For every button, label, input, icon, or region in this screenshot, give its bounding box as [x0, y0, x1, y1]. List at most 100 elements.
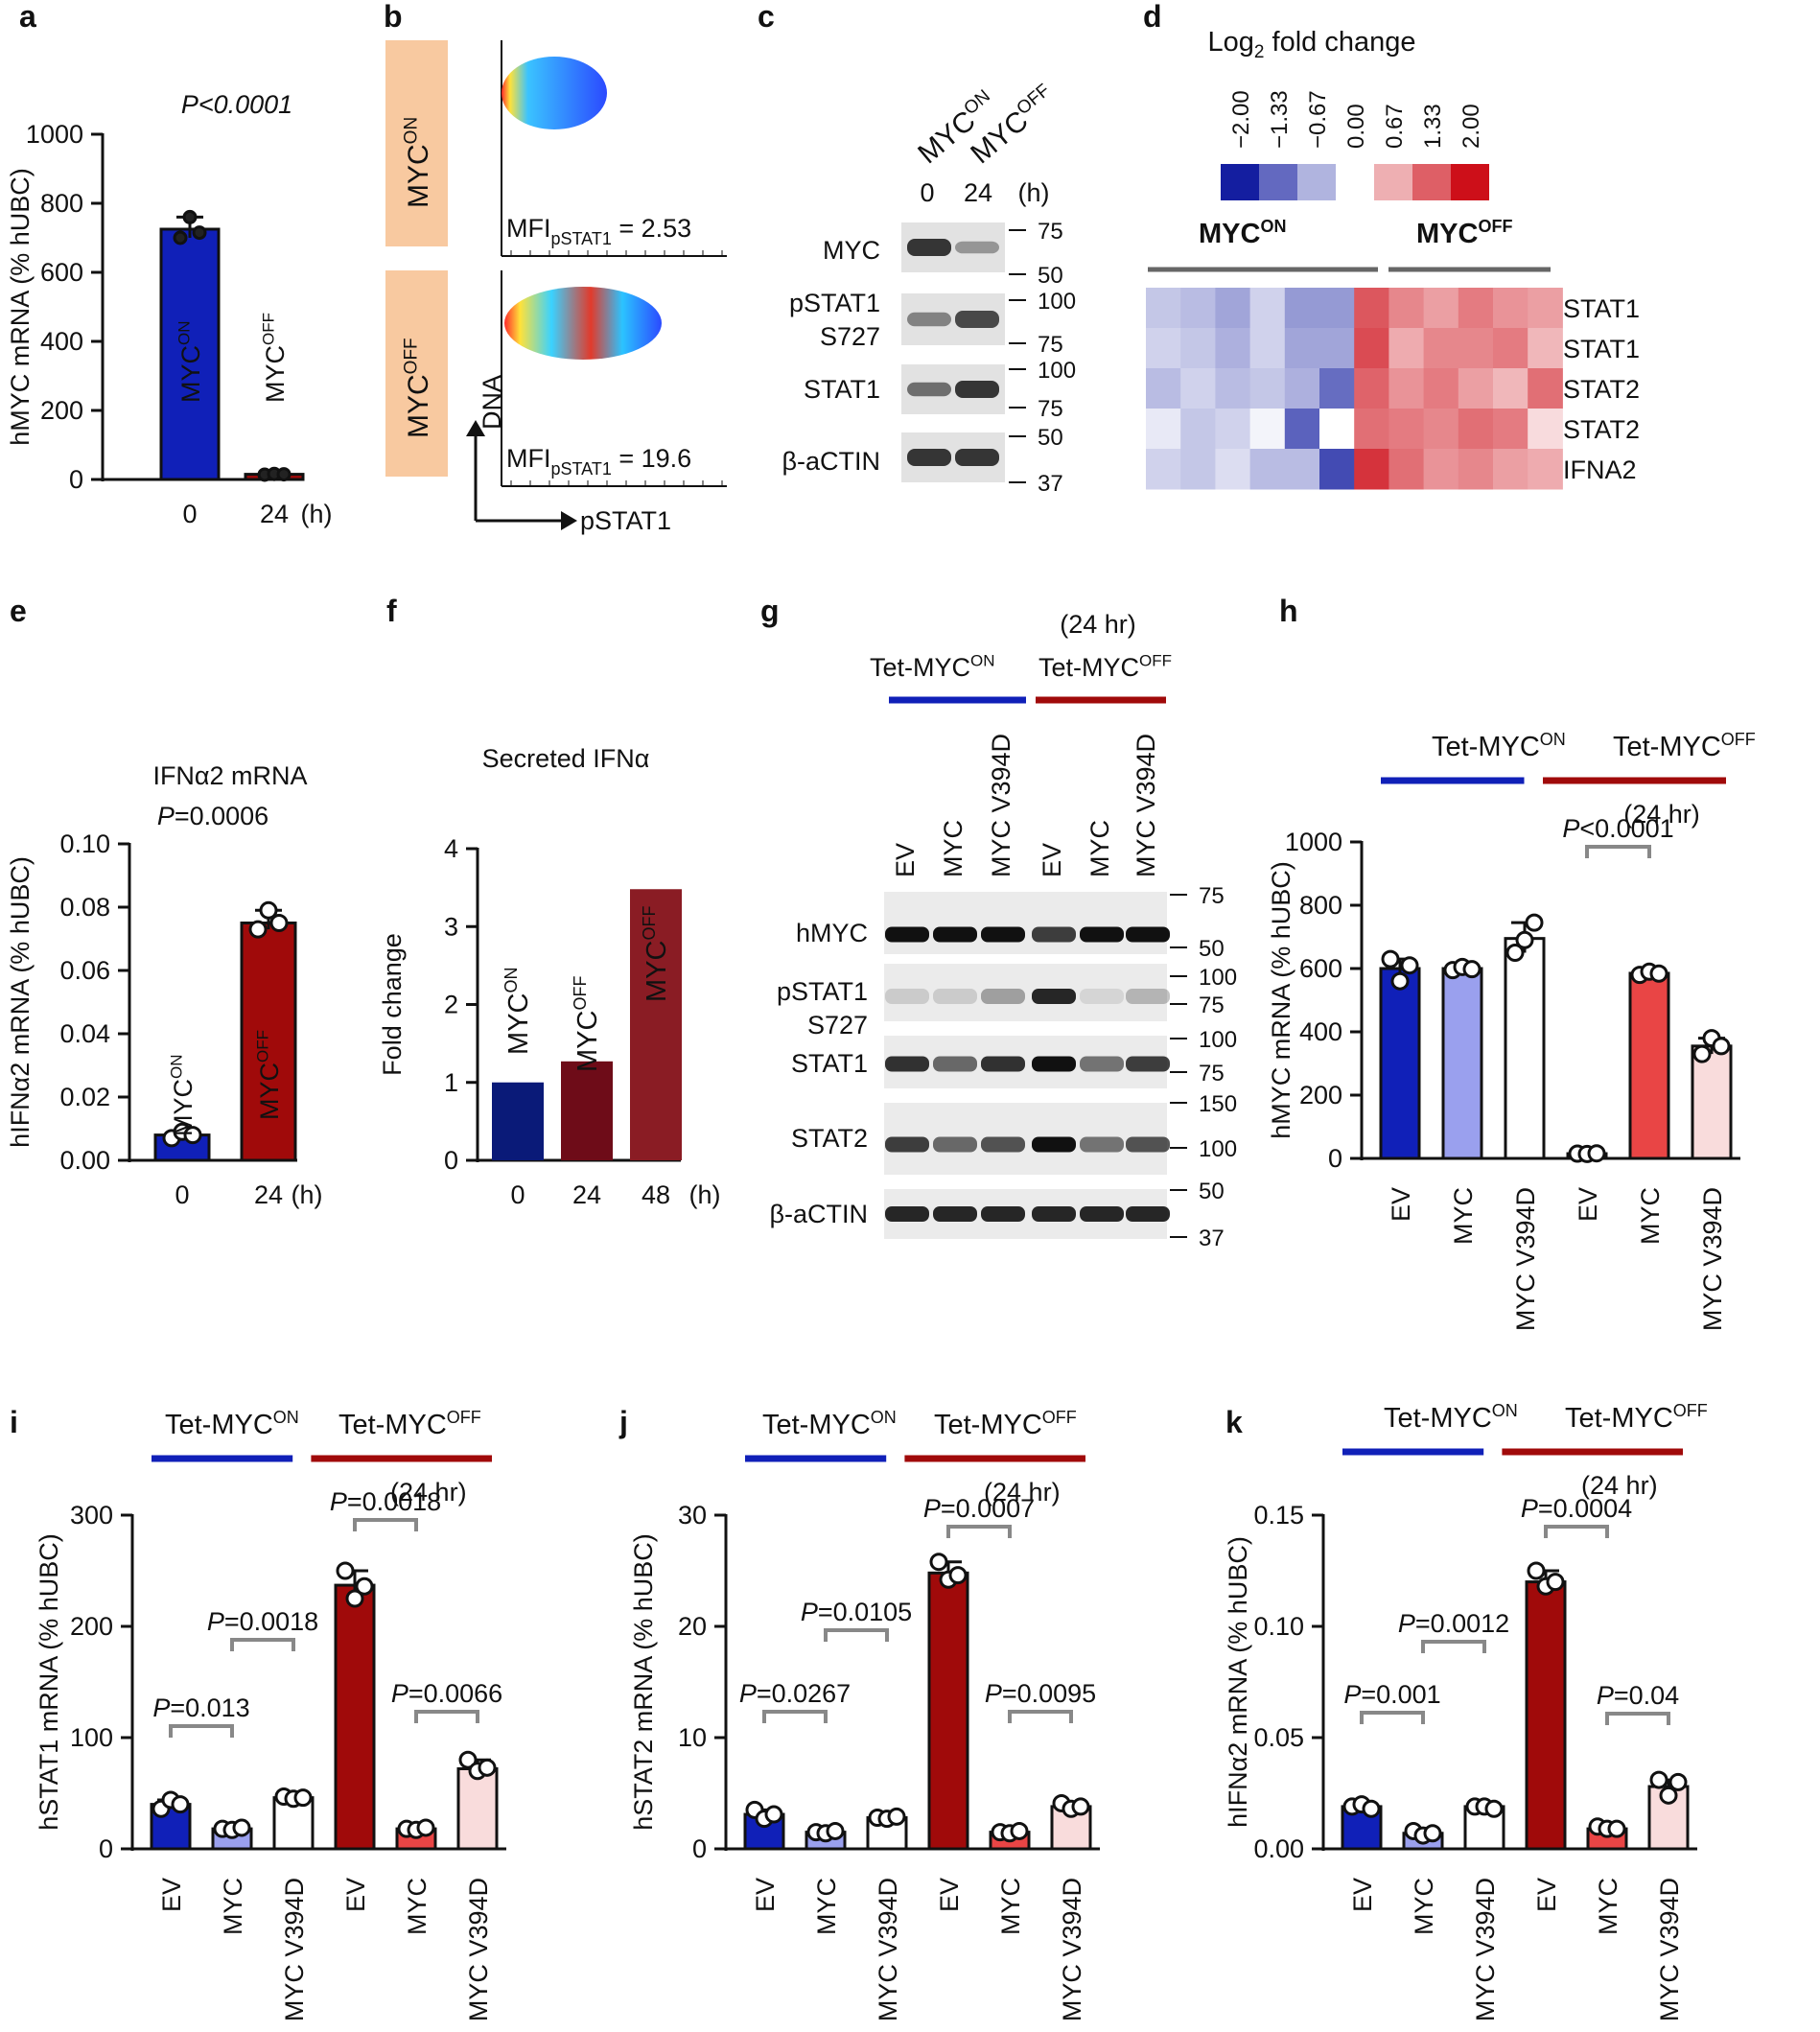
x-tick-label: MYC: [996, 1878, 1025, 1935]
label-sup: OFF: [254, 1030, 272, 1063]
x-tick-label: 24: [254, 1180, 283, 1209]
p-italic: P: [391, 1679, 408, 1708]
marker-label: 100: [1038, 289, 1076, 315]
flow-density-cloud: [502, 57, 607, 129]
data-point: [1505, 944, 1525, 962]
label-sup: ON: [402, 117, 422, 145]
data-point: [1649, 1770, 1668, 1789]
y-arrow-head: [466, 420, 485, 436]
p-rest: =0.04: [1614, 1681, 1679, 1710]
y-axis-label: DNA: [478, 375, 506, 430]
band-label: β-aCTIN: [769, 1200, 868, 1228]
p-italic: P: [739, 1679, 757, 1708]
comparison-bracket: [1605, 1712, 1670, 1725]
data-point: [1381, 949, 1400, 969]
data-point: [1712, 1037, 1731, 1056]
blot-strip: [884, 964, 1167, 1021]
blot-band: [1126, 1056, 1170, 1072]
blot-band: [981, 1136, 1025, 1153]
y-tick-label: 600: [1299, 954, 1342, 983]
bar-label: MYCOFF: [640, 906, 672, 1002]
y-tick-label: 1000: [1285, 828, 1342, 856]
band-label: hMYC: [796, 919, 868, 947]
group-label: Tet-MYCON: [165, 1408, 299, 1440]
scale-label: −0.67: [1305, 90, 1331, 149]
p-rest: =0.0267: [757, 1679, 851, 1708]
blot-band: [1032, 1206, 1076, 1222]
y-tick-label: 200: [40, 396, 83, 425]
scale-label: 0.67: [1382, 104, 1408, 149]
heatmap-cell: [1284, 288, 1320, 329]
x-tick-label: MYC V394D: [1471, 1878, 1500, 2021]
p-value: P=0.0095: [985, 1679, 1096, 1708]
scale-swatch: [1297, 164, 1336, 200]
heatmap-cell: [1458, 368, 1494, 409]
bar-label-off: MYCOFF: [254, 1030, 284, 1120]
data-point: [171, 1795, 190, 1814]
y-tick-label: 200: [70, 1612, 113, 1641]
scale-swatch: [1374, 164, 1412, 200]
data-point: [1484, 1799, 1504, 1818]
label-base: Tet-MYC: [165, 1410, 273, 1440]
heatmap-cell: [1423, 368, 1459, 409]
data-point: [1362, 1799, 1381, 1818]
heatmap-cell: [1423, 409, 1459, 450]
label-sup: OFF: [1721, 730, 1756, 749]
y-tick-label: 0.06: [59, 956, 110, 985]
data-point: [1010, 1821, 1029, 1840]
p-rest: =0.0105: [818, 1598, 912, 1626]
label-base: MYC: [403, 374, 434, 438]
p-italic: P: [1597, 1681, 1614, 1710]
title-sub: 2: [1254, 42, 1265, 62]
marker-label: 75: [1199, 1061, 1225, 1086]
heatmap-cell: [1146, 368, 1181, 409]
comparison-bracket: [1421, 1640, 1486, 1653]
data-point: [355, 1577, 374, 1596]
data-point: [1692, 1044, 1712, 1063]
data-point: [1390, 971, 1410, 991]
blot-band: [1126, 926, 1170, 943]
label-sup: ON: [871, 1408, 897, 1427]
label-sup: ON: [175, 321, 194, 346]
bar-label-off: MYCOFF: [260, 313, 290, 403]
comparison-bracket: [1585, 845, 1651, 858]
heatmap-cell: [1354, 288, 1389, 329]
data-point: [269, 914, 289, 932]
heatmap-cell: [1146, 409, 1181, 450]
y-tick-label: 400: [1299, 1017, 1342, 1046]
y-axis-label: hMYC mRNA (% hUBC): [6, 168, 35, 446]
blot-band: [885, 1136, 929, 1153]
panel-j: 0 10 20 30 hSTAT2 mRNA (% hUBC) EV MYC MYC V394…: [629, 1408, 1100, 2021]
p-value: P=0.0018: [207, 1607, 318, 1636]
heatmap-cell: [1354, 409, 1389, 450]
x-tick-label: 0: [182, 500, 197, 528]
p-value: P=0.001: [1343, 1680, 1440, 1709]
label-base: Tet-MYC: [762, 1410, 871, 1440]
bar-label-on: MYCON: [168, 1055, 198, 1137]
band-label: STAT2: [791, 1124, 868, 1153]
bar: [334, 1583, 376, 1851]
heatmap-cell: [1388, 368, 1425, 409]
bar: [1441, 967, 1483, 1160]
data-point: [183, 1126, 202, 1145]
mfi-label: MFIpSTAT1 = 19.6: [506, 444, 691, 479]
y-tick-label: 4: [444, 834, 458, 863]
heatmap-cell: [1180, 449, 1216, 490]
x-tick-label: MYC: [1449, 1187, 1478, 1245]
y-tick-label: 0.04: [59, 1019, 110, 1048]
bar: [1525, 1580, 1567, 1851]
data-point: [336, 1561, 355, 1580]
heatmap-cell: [1423, 449, 1459, 490]
heatmap-cell: [1528, 368, 1563, 409]
x-tick-label: EV: [751, 1878, 780, 1912]
p-italic: P: [330, 1487, 347, 1516]
flow-density-cloud: [504, 287, 662, 360]
panel-letter-j: j: [618, 1405, 628, 1439]
lane-label: MYC V394D: [987, 734, 1015, 877]
y-tick-label: 20: [678, 1612, 707, 1641]
y-axis-label: hSTAT1 mRNA (% hUBC): [35, 1533, 63, 1831]
x-tick-label: MYC: [1594, 1878, 1622, 1935]
data-point: [478, 1758, 497, 1777]
data-point: [1515, 930, 1534, 949]
y-tick-label: 0: [99, 1834, 113, 1863]
